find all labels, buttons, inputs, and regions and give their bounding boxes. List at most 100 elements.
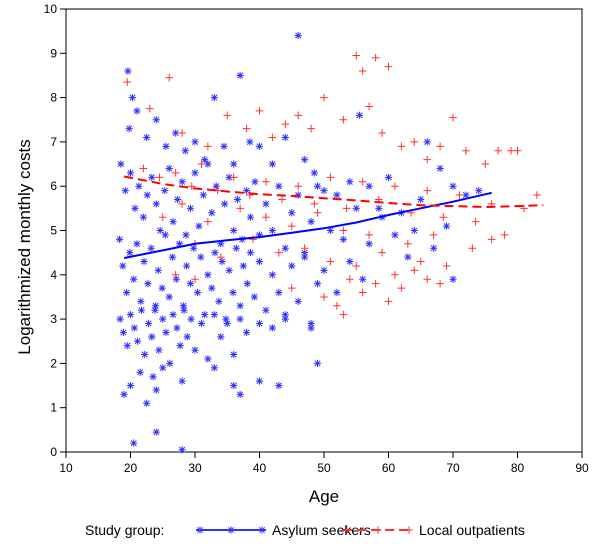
- asylum-seekers-point: [449, 182, 457, 190]
- local-outpatients-point: [513, 146, 522, 155]
- local-outpatients-point: [197, 160, 206, 168]
- asylum-seekers-point: [230, 226, 238, 235]
- legend-marker-local-outpatients: [374, 526, 382, 534]
- asylum-seekers-point: [166, 359, 174, 367]
- local-outpatients-point: [339, 226, 348, 235]
- x-tick-label: 70: [446, 461, 460, 475]
- y-tick-label: 7: [50, 135, 57, 149]
- asylum-seekers-point: [246, 213, 255, 221]
- asylum-seekers-point: [339, 235, 347, 243]
- local-outpatients-point: [342, 204, 351, 213]
- asylum-seekers-point: [221, 200, 229, 208]
- x-tick-label: 60: [382, 461, 396, 475]
- local-outpatients-point: [204, 142, 212, 151]
- local-outpatients-point: [365, 102, 373, 111]
- local-outpatients-point: [320, 293, 328, 301]
- asylum-seekers-point: [250, 293, 258, 301]
- asylum-seekers-point: [313, 359, 322, 367]
- asylum-seekers-point: [161, 187, 169, 195]
- legend-marker-asylum-seekers: [196, 526, 204, 534]
- asylum-seekers-point: [204, 355, 212, 363]
- asylum-seekers-point: [417, 195, 425, 204]
- asylum-seekers-point: [136, 368, 144, 376]
- legend: Study group: Asylum seekers Local outpat…: [85, 522, 525, 538]
- legend-marker-asylum-seekers: [227, 526, 235, 534]
- local-outpatients-point: [139, 164, 148, 173]
- asylum-seekers-point: [155, 346, 163, 354]
- local-outpatients-point: [358, 288, 367, 297]
- asylum-seekers-point: [119, 328, 128, 336]
- asylum-seekers-point: [313, 182, 322, 190]
- local-outpatients-point: [378, 129, 386, 137]
- asylum-seekers-point: [333, 288, 341, 297]
- asylum-seekers-point: [178, 446, 186, 454]
- local-outpatients-point: [520, 204, 528, 213]
- asylum-seekers-point: [217, 240, 225, 248]
- asylum-seekers-point: [211, 249, 219, 257]
- local-outpatients-point: [281, 120, 290, 128]
- asylum-seekers-point: [143, 191, 151, 199]
- asylum-seekers-point: [307, 319, 315, 328]
- asylum-seekers-point: [391, 231, 399, 239]
- asylum-seekers-point: [215, 297, 223, 305]
- asylum-seekers-point: [152, 302, 160, 310]
- local-outpatients-point: [352, 51, 361, 60]
- asylum-seekers-point: [307, 324, 315, 332]
- asylum-seekers-point: [178, 178, 186, 186]
- local-outpatients-point: [378, 248, 386, 257]
- local-outpatients-point: [339, 115, 348, 124]
- local-outpatients-point: [313, 208, 322, 217]
- local-outpatients-point: [171, 271, 180, 279]
- asylum-seekers-point: [125, 125, 133, 133]
- asylum-seekers-point: [165, 293, 173, 301]
- asylum-seekers-point: [152, 386, 160, 394]
- local-outpatients-point: [278, 195, 286, 204]
- asylum-seekers-point: [255, 319, 264, 328]
- asylum-seekers-point: [135, 182, 143, 190]
- asylum-seekers-point: [144, 319, 153, 328]
- asylum-seekers-point: [152, 116, 160, 124]
- local-outpatients-point: [429, 231, 438, 239]
- asylum-seekers-point: [195, 222, 203, 230]
- local-outpatients-point: [533, 191, 541, 199]
- legend-marker-local-outpatients: [405, 526, 413, 534]
- asylum-seekers-point: [346, 178, 354, 186]
- local-outpatients-point: [242, 124, 251, 133]
- legend-symbol-local-outpatients: [343, 526, 413, 534]
- asylum-seekers-point: [288, 209, 296, 217]
- local-outpatients-point: [255, 107, 264, 115]
- asylum-seekers-point: [161, 231, 169, 239]
- asylum-seekers-point: [310, 169, 318, 177]
- asylum-seekers-point: [117, 160, 125, 168]
- legend-title: Study group:: [85, 522, 164, 538]
- asylum-seekers-point: [201, 156, 209, 164]
- local-outpatients-point: [294, 182, 302, 190]
- legend-symbol-asylum-seekers: [196, 526, 266, 534]
- asylum-seekers-point: [236, 71, 244, 80]
- asylum-seekers-point: [126, 249, 134, 257]
- trend-lines: [123, 175, 544, 259]
- x-tick-label: 30: [188, 461, 202, 475]
- asylum-seekers-point: [199, 191, 207, 199]
- asylum-seekers-point: [462, 191, 470, 199]
- asylum-seekers-point: [197, 253, 205, 261]
- asylum-seekers-point: [475, 187, 483, 195]
- asylum-seekers-point: [149, 373, 157, 381]
- asylum-seekers-point: [217, 333, 225, 341]
- asylum-seekers-point: [159, 364, 167, 372]
- asylum-seekers-point: [183, 333, 191, 341]
- local-outpatients-point: [423, 186, 431, 195]
- asylum-seekers-point: [294, 297, 302, 305]
- asylum-seekers-point: [239, 262, 247, 270]
- asylum-seekers-point: [222, 315, 230, 323]
- asylum-seekers-point: [281, 244, 289, 252]
- local-outpatients-point: [371, 53, 380, 62]
- asylum-seekers-point: [243, 187, 251, 195]
- local-outpatients-point: [339, 310, 348, 319]
- asylum-seekers-trend-line: [123, 191, 492, 259]
- asylum-seekers-point: [182, 231, 190, 239]
- asylum-seekers-point: [191, 169, 199, 177]
- asylum-seekers-point: [365, 240, 373, 248]
- asylum-seekers-point: [191, 346, 199, 354]
- legend-label-asylum-seekers: Asylum seekers: [272, 522, 371, 538]
